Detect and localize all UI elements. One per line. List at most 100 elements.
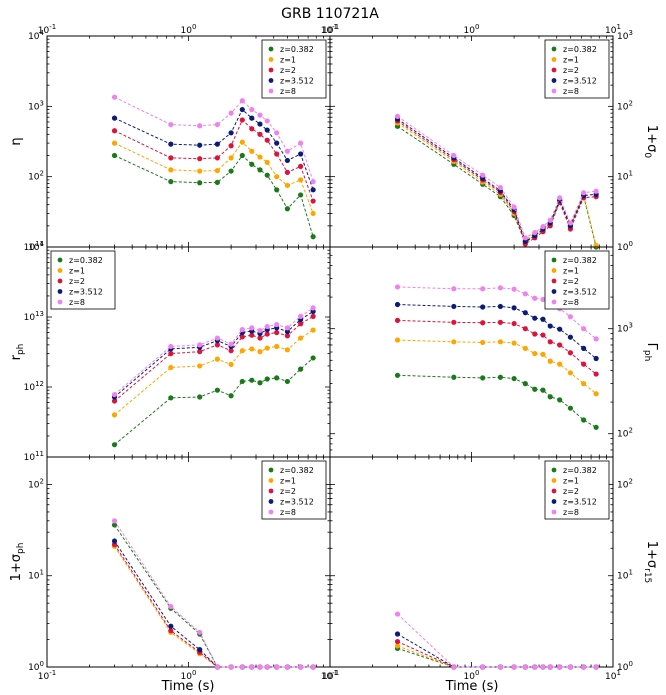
panel-sigma0: 10-1 100 1011001011021031+σ0z=0.382z=1z=2z… bbox=[321, 23, 659, 253]
data-point-z=1 bbox=[249, 148, 255, 154]
legend-marker bbox=[551, 467, 557, 473]
data-point-z=8 bbox=[532, 664, 538, 670]
data-point-z=8 bbox=[567, 220, 574, 226]
legend-label: z=3.512 bbox=[280, 77, 314, 86]
data-point-z=2 bbox=[197, 349, 203, 355]
y-tick-label: 102 bbox=[617, 477, 633, 490]
series-line-z=0.382 bbox=[397, 647, 597, 668]
data-point-z=8 bbox=[310, 179, 316, 185]
y-tick-label: 101 bbox=[617, 170, 633, 183]
data-point-z=1 bbox=[239, 348, 245, 354]
legend-marker bbox=[551, 67, 557, 73]
data-point-z=0.382 bbox=[557, 397, 563, 403]
legend-marker bbox=[551, 257, 557, 263]
data-point-z=1 bbox=[239, 139, 245, 145]
data-point-z=8 bbox=[284, 325, 291, 331]
y-label-sigma0: 1+σ0 bbox=[642, 125, 659, 158]
data-point-z=1 bbox=[214, 356, 220, 362]
data-point-z=0.382 bbox=[249, 377, 255, 383]
data-point-z=8 bbox=[540, 224, 546, 230]
data-point-z=8 bbox=[522, 235, 528, 241]
legend-label: z=1 bbox=[280, 477, 296, 486]
legend-label: z=1 bbox=[280, 56, 296, 65]
y-tick-label: 103 bbox=[617, 29, 633, 42]
data-point-z=8 bbox=[214, 664, 220, 670]
legend-label: z=2 bbox=[69, 277, 85, 286]
legend-marker bbox=[268, 499, 274, 504]
series-line-z=0.382 bbox=[397, 374, 597, 428]
data-point-z=3.512 bbox=[547, 323, 553, 329]
legend-label: z=2 bbox=[280, 66, 296, 75]
data-point-z=1 bbox=[274, 174, 280, 180]
data-point-z=0.382 bbox=[249, 161, 255, 167]
data-point-z=8 bbox=[239, 98, 245, 104]
legend-marker bbox=[551, 499, 557, 504]
data-point-z=2 bbox=[214, 155, 220, 161]
panel-sigmaph: 10-1 100 1011001011021+σphz=0.382z=1z=2z=3… bbox=[9, 456, 338, 682]
legend-label: z=2 bbox=[563, 487, 579, 496]
data-point-z=8 bbox=[249, 106, 255, 113]
series-line-z=3.512 bbox=[397, 633, 597, 668]
data-point-z=1 bbox=[557, 361, 563, 367]
data-point-z=1 bbox=[532, 350, 538, 357]
data-point-z=2 bbox=[249, 126, 255, 132]
series-line-z=1 bbox=[114, 546, 314, 668]
data-point-z=3.512 bbox=[298, 151, 304, 157]
data-point-z=8 bbox=[274, 664, 280, 670]
data-point-z=0.382 bbox=[264, 376, 270, 382]
y-tick-label: 102 bbox=[617, 427, 633, 440]
data-point-z=8 bbox=[480, 172, 486, 178]
data-point-z=8 bbox=[228, 110, 234, 116]
legend-label: z=8 bbox=[563, 298, 579, 307]
data-point-z=2 bbox=[111, 128, 118, 134]
data-point-z=2 bbox=[581, 361, 587, 367]
data-point-z=2 bbox=[274, 151, 280, 157]
data-point-z=8 bbox=[394, 113, 401, 119]
data-point-z=0.382 bbox=[540, 387, 546, 393]
legend-marker bbox=[551, 478, 557, 483]
data-point-z=1 bbox=[298, 177, 304, 183]
legend-marker bbox=[268, 467, 274, 473]
data-point-z=8 bbox=[511, 664, 517, 670]
legend-label: z=0.382 bbox=[280, 466, 314, 475]
legend-marker bbox=[268, 46, 274, 52]
legend-marker bbox=[551, 46, 557, 52]
data-point-z=3.512 bbox=[168, 141, 174, 147]
data-point-z=0.382 bbox=[284, 206, 291, 212]
panel-eta: 10-1 100 101 101 102 103 104 η z=0.382 z=1z=2 z=3.… bbox=[9, 23, 338, 253]
data-point-z=8 bbox=[168, 121, 174, 128]
data-point-z=8 bbox=[168, 603, 174, 610]
data-point-z=1 bbox=[284, 347, 291, 353]
legend-marker bbox=[268, 57, 274, 62]
series-line-z=2 bbox=[397, 641, 597, 668]
data-point-z=0.382 bbox=[581, 417, 587, 423]
series-line-z=0.382 bbox=[114, 524, 314, 668]
data-point-z=8 bbox=[239, 664, 245, 670]
data-point-z=1 bbox=[394, 643, 401, 649]
series-line-z=0.382 bbox=[397, 125, 597, 248]
data-point-z=1 bbox=[567, 370, 574, 376]
data-point-z=2 bbox=[111, 398, 118, 404]
data-point-z=1 bbox=[168, 167, 174, 173]
data-point-z=3.512 bbox=[197, 142, 203, 148]
data-point-z=8 bbox=[228, 341, 234, 347]
data-point-z=8 bbox=[394, 611, 401, 617]
legend-marker bbox=[551, 278, 557, 284]
legend-marker bbox=[551, 78, 557, 83]
data-point-z=8 bbox=[239, 327, 245, 333]
legend-marker bbox=[551, 289, 557, 294]
data-point-z=1 bbox=[394, 337, 401, 343]
data-point-z=2 bbox=[593, 371, 599, 377]
data-point-z=8 bbox=[451, 286, 457, 292]
data-point-z=2 bbox=[197, 156, 203, 162]
legend-label: z=8 bbox=[563, 87, 579, 96]
series-line-z=1 bbox=[114, 329, 314, 416]
legend-marker bbox=[57, 278, 63, 284]
legend-label: z=0.382 bbox=[563, 45, 597, 54]
data-point-z=1 bbox=[228, 155, 234, 161]
data-point-z=3.512 bbox=[540, 316, 546, 322]
data-point-z=2 bbox=[228, 143, 234, 149]
